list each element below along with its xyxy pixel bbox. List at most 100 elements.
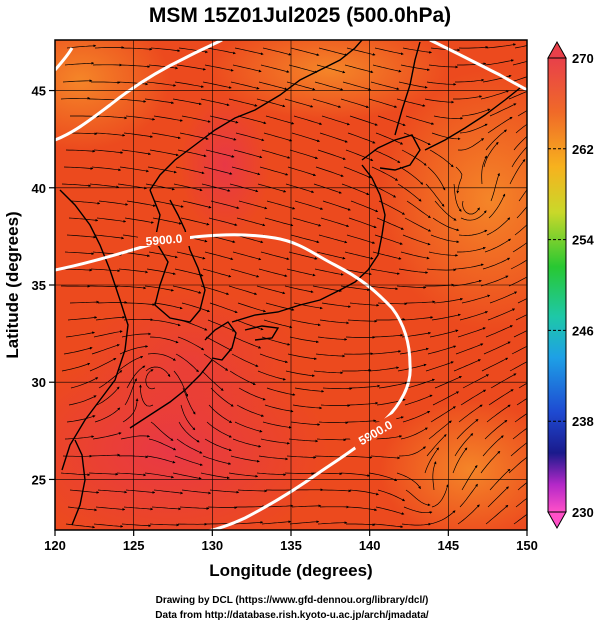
streamline — [427, 345, 457, 355]
streamline — [61, 183, 92, 188]
streamline — [402, 410, 431, 423]
warm-region-southeast — [380, 400, 527, 530]
streamline — [292, 404, 323, 410]
streamline — [403, 132, 431, 146]
streamline — [230, 455, 260, 463]
streamline — [287, 166, 317, 177]
streamline — [370, 268, 400, 275]
streamline — [486, 404, 511, 423]
streamline — [344, 251, 374, 260]
streamline — [316, 438, 347, 442]
streamline — [509, 361, 527, 372]
streamline — [345, 149, 374, 161]
streamline — [235, 132, 265, 142]
streamline — [424, 98, 455, 104]
streamline — [263, 504, 294, 508]
streamline — [454, 433, 474, 457]
streamline — [290, 421, 321, 426]
streamline — [484, 238, 512, 253]
streamline — [64, 251, 95, 256]
streamline — [452, 447, 468, 474]
streamline — [66, 415, 96, 423]
streamline — [318, 421, 349, 425]
contour-line-ne — [429, 40, 527, 92]
x-axis-ticks: 120 125 130 135 140 145 150 — [44, 530, 538, 553]
streamline — [349, 302, 380, 307]
streamline — [174, 81, 204, 88]
streamline — [116, 285, 147, 290]
streamline — [232, 251, 262, 261]
streamline — [91, 166, 122, 172]
streamline — [458, 404, 483, 423]
streamline — [343, 352, 374, 356]
x-tick-label: 150 — [516, 538, 538, 553]
streamline — [228, 472, 259, 478]
streamline — [342, 268, 372, 276]
streamline — [200, 98, 230, 107]
contour-label-bg-2 — [349, 413, 401, 451]
streamline — [490, 373, 517, 389]
streamline — [147, 353, 176, 361]
streamline — [320, 217, 350, 228]
streamline — [460, 389, 487, 406]
x-axis-label: Longitude (degrees) — [209, 561, 372, 580]
streamline — [230, 268, 260, 278]
streamline — [349, 115, 378, 126]
streamline — [431, 132, 461, 141]
streamline — [377, 115, 406, 126]
coast-china-east — [59, 189, 129, 471]
streamline — [405, 489, 431, 507]
streamline — [485, 325, 513, 338]
streamline — [510, 442, 527, 457]
streamline — [425, 361, 454, 372]
streamline — [205, 336, 232, 351]
streamline — [172, 98, 202, 106]
streamline — [153, 302, 183, 310]
streamline — [461, 108, 491, 117]
streamline — [429, 510, 456, 525]
streamline — [457, 246, 486, 253]
streamline — [457, 138, 485, 151]
streamline — [346, 234, 376, 244]
y-tick-label: 25 — [32, 472, 46, 487]
streamline — [90, 453, 121, 457]
streamline — [373, 523, 404, 529]
streamline — [203, 166, 233, 175]
streamline — [151, 132, 181, 140]
streamline — [511, 345, 527, 355]
streamline — [511, 143, 527, 168]
streamline — [94, 234, 125, 240]
streamline — [145, 183, 175, 191]
streamline — [124, 217, 154, 224]
x-tick-label: 125 — [123, 538, 145, 553]
streamline — [262, 421, 292, 429]
streamline — [291, 504, 322, 508]
streamline — [64, 435, 95, 440]
streamline — [147, 166, 177, 174]
streamline — [348, 217, 377, 229]
streamline — [372, 64, 402, 73]
streamline — [209, 489, 240, 494]
streamline — [347, 319, 378, 323]
streamline — [145, 369, 156, 390]
streamline — [347, 132, 376, 144]
streamline — [286, 455, 317, 459]
streamline — [322, 200, 351, 211]
streamline — [64, 61, 95, 66]
streamline — [368, 98, 398, 108]
streamline — [485, 129, 507, 151]
streamline — [259, 166, 289, 176]
streamline — [207, 132, 237, 141]
credit-drawing: Drawing by DCL (https://www.gfd-dennou.o… — [156, 595, 429, 606]
coast-shikoku — [244, 325, 280, 341]
colorbar-tick-label: 254 — [572, 233, 594, 248]
streamline — [400, 64, 430, 72]
streamline — [175, 353, 199, 373]
streamline — [453, 95, 483, 100]
streamline — [514, 45, 527, 49]
streamline — [312, 285, 342, 293]
streamline — [260, 438, 290, 445]
streamline — [515, 497, 527, 508]
streamline — [314, 268, 344, 276]
coast-kyushu — [204, 321, 237, 361]
